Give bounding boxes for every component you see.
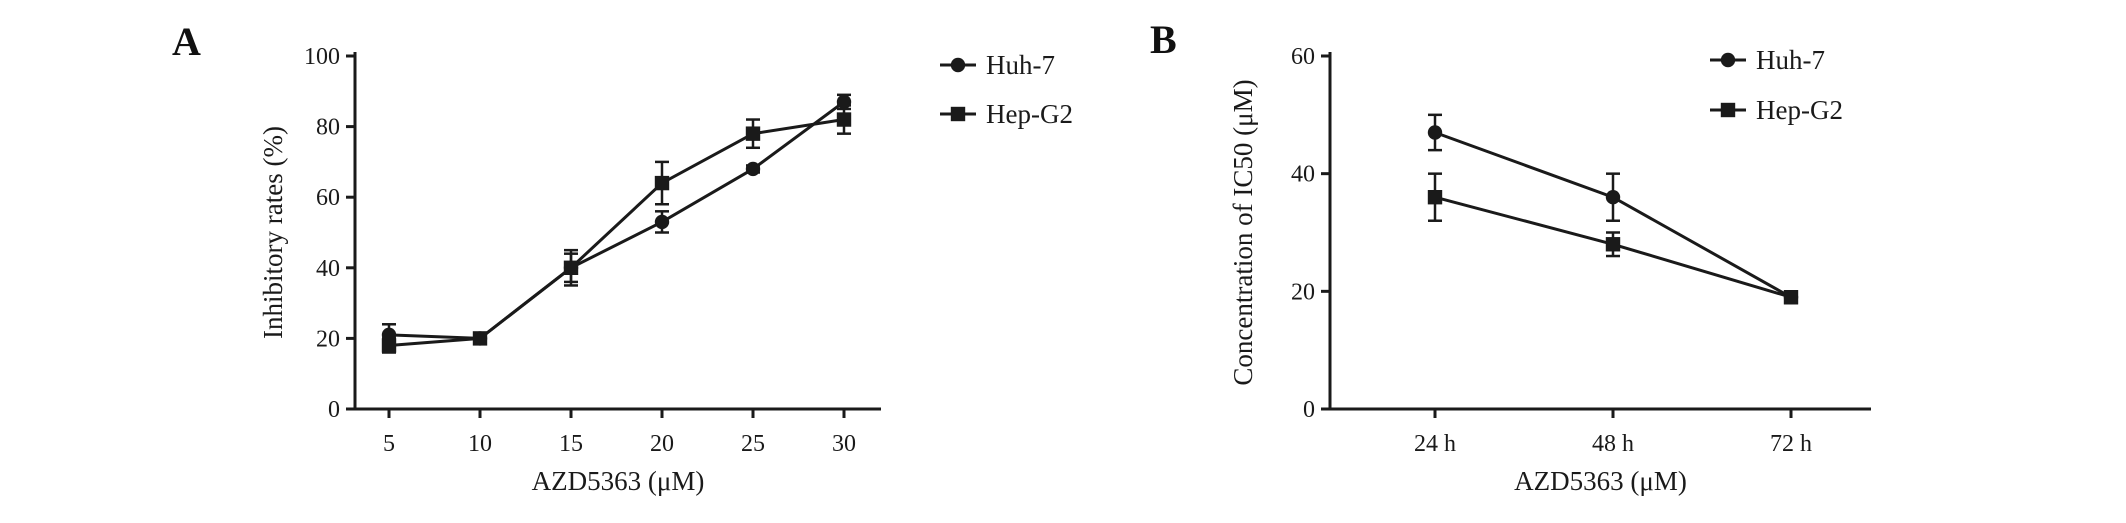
circle-marker [1605,190,1621,205]
panel-a-chart: 0 20 40 60 80 100 5 10 15 20 25 30 AZD5363 (μM) Inhib… [258,44,1073,496]
legend-entry-huh-7: Huh-7 [940,50,1055,80]
series-line [388,118,845,347]
y-axis-title: Inhibitory rates (%) [258,126,288,339]
x-tick-label: 30 [832,431,856,457]
panel-b-letter: B [1150,17,1177,62]
circle-marker [654,214,670,230]
x-axis-title: AZD5363 (μM) [1514,466,1687,496]
y-tick-label: 40 [316,256,340,282]
x-tick-label: 25 [741,431,765,457]
circle-marker [950,57,966,73]
square-marker [381,338,397,353]
x-tick-label: 72 h [1770,431,1812,457]
series-hep-g2 [381,104,852,354]
circle-marker [1427,125,1443,140]
square-marker [1605,237,1621,252]
x-tick-label: 24 h [1414,431,1456,457]
x-tick-label: 15 [559,431,583,457]
y-tick-label: 0 [1303,397,1315,423]
y-tick-label: 60 [1291,44,1315,70]
x-tick-label: 48 h [1592,431,1634,457]
y-tick-label: 100 [304,44,340,70]
square-marker [1427,190,1443,205]
circle-marker [745,161,761,177]
legend-label: Hep-G2 [1756,95,1843,125]
legend-label: Huh-7 [1756,45,1825,75]
series-hep-g2 [1427,172,1799,305]
square-marker [745,126,761,141]
square-marker [472,331,488,346]
square-marker [654,175,670,191]
square-marker [836,112,852,127]
circle-marker [1720,52,1736,68]
series-huh-7 [381,93,852,347]
panel-b-chart: 0 20 40 60 24 h 48 h 72 h AZD5363 (μM) Concentra… [1228,44,1871,496]
y-tick-label: 60 [316,185,340,211]
y-tick-label: 80 [316,115,340,141]
x-axis-title: AZD5363 (μM) [532,466,705,496]
x-tick-label: 20 [650,431,674,457]
y-tick-label: 20 [316,326,340,352]
square-marker [563,260,579,275]
axes: 0 20 40 60 24 h 48 h 72 h AZD5363 (μM) Concentra… [1228,44,1871,496]
x-tick-label: 10 [468,431,492,457]
y-tick-label: 40 [1291,162,1315,188]
y-tick-label: 20 [1291,279,1315,305]
legend-label: Hep-G2 [986,99,1073,129]
square-marker [950,106,966,122]
legend-label: Huh-7 [986,50,1055,80]
y-axis-title: Concentration of IC50 (μM) [1228,79,1258,385]
axes: 0 20 40 60 80 100 5 10 15 20 25 30 AZD5363 (μM) Inhib… [258,44,881,496]
panel-a-letter: A [172,19,201,64]
square-marker [1720,102,1736,118]
legend-entry-hep-g2: Hep-G2 [940,99,1073,129]
legend-entry-hep-g2: Hep-G2 [1710,95,1843,125]
series-line [388,100,845,340]
legend-entry-huh-7: Huh-7 [1710,45,1825,75]
square-marker [1783,290,1799,305]
y-tick-label: 0 [328,397,340,423]
x-tick-label: 5 [383,431,395,457]
